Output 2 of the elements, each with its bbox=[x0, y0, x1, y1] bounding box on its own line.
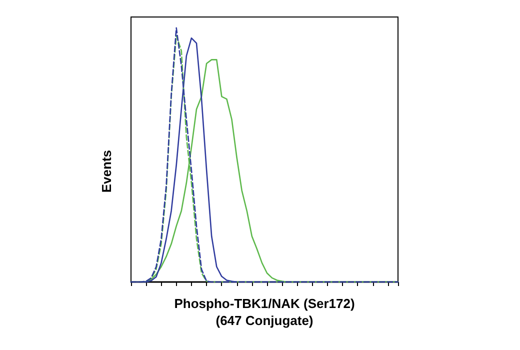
y-axis-title: Events bbox=[99, 150, 114, 193]
x-axis-title: Phospho-TBK1/NAK (Ser172) (647 Conjugate) bbox=[174, 296, 355, 328]
